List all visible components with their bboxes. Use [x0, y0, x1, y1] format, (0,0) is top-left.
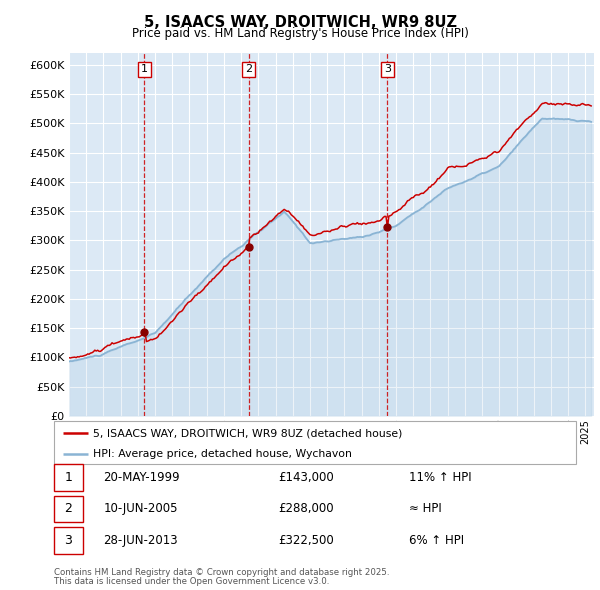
Text: £143,000: £143,000	[278, 471, 334, 484]
FancyBboxPatch shape	[54, 496, 83, 522]
Text: £322,500: £322,500	[278, 534, 334, 547]
Text: This data is licensed under the Open Government Licence v3.0.: This data is licensed under the Open Gov…	[54, 577, 329, 586]
Text: 5, ISAACS WAY, DROITWICH, WR9 8UZ (detached house): 5, ISAACS WAY, DROITWICH, WR9 8UZ (detac…	[93, 428, 403, 438]
Text: 3: 3	[384, 64, 391, 74]
Text: Price paid vs. HM Land Registry's House Price Index (HPI): Price paid vs. HM Land Registry's House …	[131, 27, 469, 40]
Text: Contains HM Land Registry data © Crown copyright and database right 2025.: Contains HM Land Registry data © Crown c…	[54, 568, 389, 576]
FancyBboxPatch shape	[54, 464, 83, 491]
Text: 3: 3	[64, 534, 72, 547]
Text: ≈ HPI: ≈ HPI	[409, 503, 442, 516]
Text: £288,000: £288,000	[278, 503, 334, 516]
Text: 28-JUN-2013: 28-JUN-2013	[104, 534, 178, 547]
FancyBboxPatch shape	[54, 421, 576, 464]
Text: 6% ↑ HPI: 6% ↑ HPI	[409, 534, 464, 547]
Text: 1: 1	[64, 471, 72, 484]
Text: HPI: Average price, detached house, Wychavon: HPI: Average price, detached house, Wych…	[93, 449, 352, 459]
Text: 2: 2	[245, 64, 252, 74]
Text: 10-JUN-2005: 10-JUN-2005	[104, 503, 178, 516]
Text: 1: 1	[141, 64, 148, 74]
Text: 2: 2	[64, 503, 72, 516]
FancyBboxPatch shape	[54, 527, 83, 554]
Text: 5, ISAACS WAY, DROITWICH, WR9 8UZ: 5, ISAACS WAY, DROITWICH, WR9 8UZ	[143, 15, 457, 30]
Text: 20-MAY-1999: 20-MAY-1999	[104, 471, 180, 484]
Text: 11% ↑ HPI: 11% ↑ HPI	[409, 471, 472, 484]
